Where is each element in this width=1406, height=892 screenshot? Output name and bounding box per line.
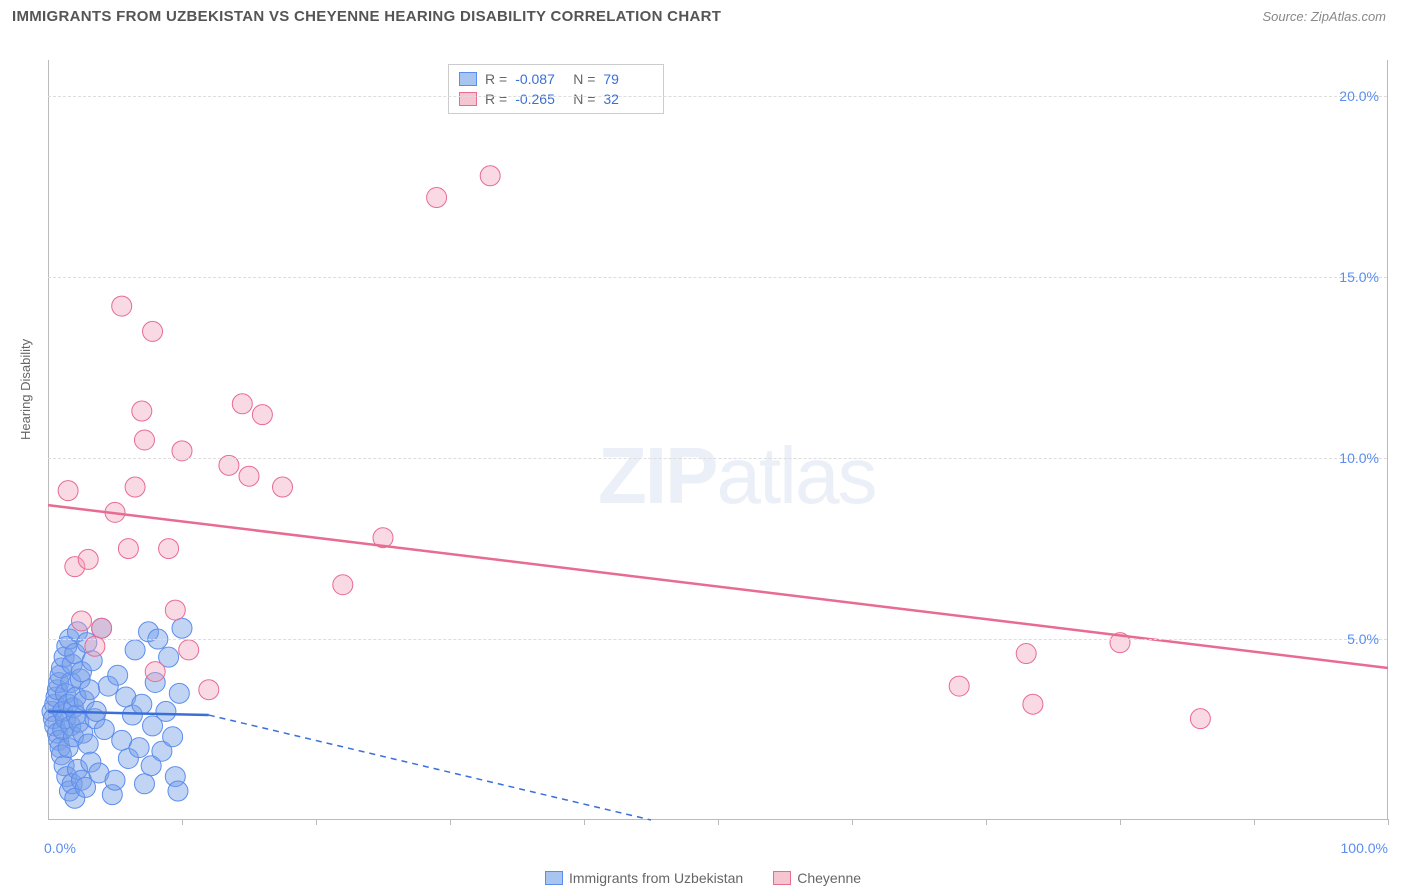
stats-legend-row: R = -0.087 N = 79 bbox=[459, 69, 653, 89]
x-label-left: 0.0% bbox=[44, 840, 76, 856]
x-tick bbox=[1388, 819, 1389, 825]
data-point bbox=[333, 575, 353, 595]
data-point bbox=[159, 539, 179, 559]
chart-svg bbox=[48, 60, 1387, 819]
n-value: 32 bbox=[603, 91, 653, 107]
data-point bbox=[94, 720, 114, 740]
data-point bbox=[78, 734, 98, 754]
bottom-legend: Immigrants from Uzbekistan Cheyenne bbox=[0, 870, 1406, 886]
data-point bbox=[108, 665, 128, 685]
data-point bbox=[949, 676, 969, 696]
trendline bbox=[48, 505, 1388, 668]
data-point bbox=[1016, 644, 1036, 664]
r-value: -0.087 bbox=[515, 71, 565, 87]
gridline-h bbox=[48, 639, 1387, 640]
data-point bbox=[72, 611, 92, 631]
x-tick bbox=[450, 819, 451, 825]
data-point bbox=[165, 600, 185, 620]
data-point bbox=[92, 618, 112, 638]
x-tick bbox=[986, 819, 987, 825]
data-point bbox=[199, 680, 219, 700]
x-tick bbox=[1254, 819, 1255, 825]
y-tick-label: 10.0% bbox=[1339, 450, 1379, 466]
gridline-h bbox=[48, 458, 1387, 459]
legend-item: Cheyenne bbox=[773, 870, 861, 886]
plot-area: ZIPatlas R =-0.087N =79R =-0.265N =32 5.… bbox=[48, 60, 1388, 820]
trendline-extension bbox=[209, 715, 651, 820]
data-point bbox=[232, 394, 252, 414]
data-point bbox=[125, 477, 145, 497]
data-point bbox=[105, 770, 125, 790]
data-point bbox=[168, 781, 188, 801]
data-point bbox=[1023, 694, 1043, 714]
source-label: Source: ZipAtlas.com bbox=[1262, 9, 1386, 24]
stats-legend-row: R = -0.265 N = 32 bbox=[459, 89, 653, 109]
data-point bbox=[273, 477, 293, 497]
data-point bbox=[169, 683, 189, 703]
data-point bbox=[239, 466, 259, 486]
legend-item: Immigrants from Uzbekistan bbox=[545, 870, 743, 886]
legend-swatch bbox=[773, 871, 791, 885]
x-tick bbox=[584, 819, 585, 825]
r-value: -0.265 bbox=[515, 91, 565, 107]
data-point bbox=[132, 401, 152, 421]
title-bar: IMMIGRANTS FROM UZBEKISTAN VS CHEYENNE H… bbox=[0, 0, 1406, 29]
n-label: N = bbox=[573, 71, 595, 87]
y-tick-label: 15.0% bbox=[1339, 269, 1379, 285]
data-point bbox=[132, 694, 152, 714]
data-point bbox=[480, 166, 500, 186]
data-point bbox=[112, 296, 132, 316]
correlation-chart: IMMIGRANTS FROM UZBEKISTAN VS CHEYENNE H… bbox=[0, 0, 1406, 892]
x-tick bbox=[852, 819, 853, 825]
data-point bbox=[134, 430, 154, 450]
y-tick-label: 20.0% bbox=[1339, 88, 1379, 104]
y-tick-label: 5.0% bbox=[1347, 631, 1379, 647]
legend-label: Cheyenne bbox=[797, 870, 861, 886]
x-tick bbox=[316, 819, 317, 825]
x-tick bbox=[182, 819, 183, 825]
x-tick bbox=[718, 819, 719, 825]
data-point bbox=[1190, 709, 1210, 729]
data-point bbox=[80, 680, 100, 700]
data-point bbox=[172, 618, 192, 638]
chart-title: IMMIGRANTS FROM UZBEKISTAN VS CHEYENNE H… bbox=[12, 8, 721, 25]
x-label-right: 100.0% bbox=[1341, 840, 1388, 856]
data-point bbox=[143, 321, 163, 341]
data-point bbox=[129, 738, 149, 758]
legend-swatch bbox=[459, 72, 477, 86]
data-point bbox=[78, 549, 98, 569]
legend-swatch bbox=[459, 92, 477, 106]
gridline-h bbox=[48, 277, 1387, 278]
gridline-h bbox=[48, 96, 1387, 97]
data-point bbox=[179, 640, 199, 660]
y-axis-title: Hearing Disability bbox=[18, 339, 33, 440]
data-point bbox=[252, 405, 272, 425]
r-label: R = bbox=[485, 91, 507, 107]
data-point bbox=[58, 481, 78, 501]
data-point bbox=[427, 188, 447, 208]
x-tick bbox=[1120, 819, 1121, 825]
data-point bbox=[134, 774, 154, 794]
n-value: 79 bbox=[603, 71, 653, 87]
legend-swatch bbox=[545, 871, 563, 885]
data-point bbox=[118, 539, 138, 559]
legend-label: Immigrants from Uzbekistan bbox=[569, 870, 743, 886]
data-point bbox=[125, 640, 145, 660]
data-point bbox=[156, 701, 176, 721]
data-point bbox=[163, 727, 183, 747]
r-label: R = bbox=[485, 71, 507, 87]
n-label: N = bbox=[573, 91, 595, 107]
stats-legend: R = -0.087 N = 79 R = -0.265 N = 32 bbox=[448, 64, 664, 114]
data-point bbox=[145, 662, 165, 682]
